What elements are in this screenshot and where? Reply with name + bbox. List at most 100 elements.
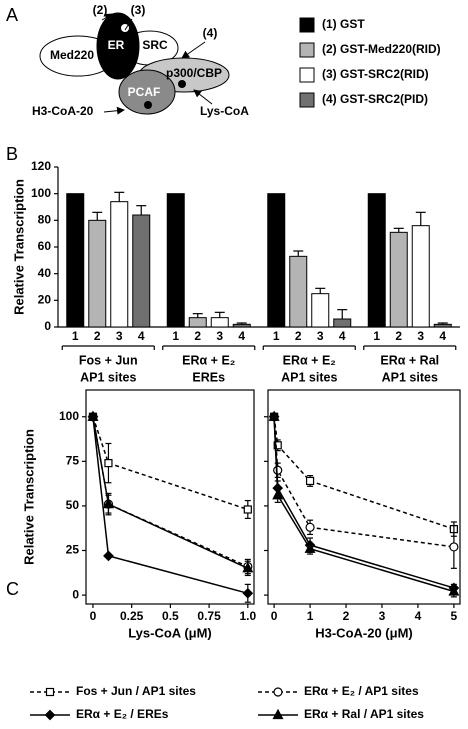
bar (166, 193, 185, 328)
bar (210, 317, 229, 328)
legend-label: (3) GST-SRC2(RID) (322, 67, 429, 81)
y-tick-label: 0 (72, 587, 79, 601)
node-label: ER (108, 38, 125, 52)
legend-marker (273, 687, 283, 697)
series-line (273, 416, 454, 548)
x-tick-label: 0.5 (162, 609, 179, 623)
legend-marker (44, 709, 56, 721)
series-line (92, 416, 249, 511)
bar (333, 318, 352, 328)
legend-swatch (299, 17, 315, 33)
bar (267, 193, 286, 328)
marker (304, 542, 316, 553)
y-tick-label: 100 (59, 409, 79, 423)
x-tick-label: 0 (271, 609, 278, 623)
y-axis-label: Relative Transcription (11, 179, 26, 315)
panel-label: B (6, 144, 18, 164)
bar-number: 1 (273, 329, 280, 343)
x-tick-label: 1.0 (239, 609, 256, 623)
bar (433, 323, 452, 328)
node-label: SRC (142, 38, 168, 52)
legend-swatch (299, 67, 315, 83)
bar (232, 323, 251, 328)
bar-number: 3 (116, 329, 123, 343)
arrow-label: Lys-CoA (200, 104, 249, 118)
bar-number: 4 (238, 329, 245, 343)
series-line (92, 416, 249, 595)
bar-number: 2 (94, 329, 101, 343)
y-tick-label: 60 (38, 239, 52, 253)
bar-number: 1 (72, 329, 79, 343)
series-line (273, 416, 455, 589)
bar-number: 1 (172, 329, 179, 343)
x-axis-label: Lys-CoA (μM) (128, 625, 212, 640)
group-label: AP1 sites (382, 370, 438, 384)
legend-label: ERα + Ral / AP1 sites (304, 707, 424, 721)
bar (110, 201, 129, 328)
group-label: ERα + Ral (380, 353, 439, 367)
marker (305, 522, 315, 532)
bar (188, 317, 207, 328)
y-tick-label: 0 (44, 319, 51, 333)
bar-number: 4 (138, 329, 145, 343)
arrow-label: H3-CoA-20 (32, 104, 94, 118)
site-dot (178, 80, 186, 88)
x-tick-label: 2 (343, 609, 350, 623)
marker (242, 587, 254, 599)
marker (104, 459, 113, 468)
bar-number: 4 (439, 329, 446, 343)
bar-number: 2 (295, 329, 302, 343)
y-tick-label: 75 (66, 454, 80, 468)
bar-number: 3 (417, 329, 424, 343)
series-line (92, 416, 249, 570)
bar-number: 4 (339, 329, 346, 343)
arrow (124, 18, 133, 31)
bar-number: 1 (373, 329, 380, 343)
marker (272, 488, 284, 500)
bar-number: 2 (395, 329, 402, 343)
site-dot (144, 101, 152, 109)
bar-number: 3 (216, 329, 223, 343)
marker (268, 410, 280, 421)
plot-frame (267, 389, 461, 605)
y-tick-label: 120 (31, 159, 51, 173)
bar (311, 293, 330, 328)
bar-number: 2 (194, 329, 201, 343)
x-tick-label: 4 (415, 609, 422, 623)
legend-swatch (299, 92, 315, 108)
y-axis-label: Relative Transcription (21, 429, 36, 565)
y-tick-label: 100 (31, 186, 51, 200)
group-label: ERα + E₂ (283, 353, 336, 367)
marker (102, 497, 114, 509)
group-label: AP1 sites (281, 370, 337, 384)
arrow (181, 41, 206, 59)
group-label: AP1 sites (80, 370, 136, 384)
bar (66, 193, 85, 328)
bar (88, 219, 107, 328)
y-tick-label: 80 (38, 213, 52, 227)
series-line (273, 416, 455, 593)
bar (389, 231, 408, 328)
arrow (101, 13, 113, 22)
panel-label: A (6, 5, 18, 25)
node-shape (118, 69, 176, 115)
group-label: Fos + Jun (79, 353, 138, 367)
x-axis-label: H3-CoA-20 (μM) (315, 625, 413, 640)
x-tick-label: 0.25 (120, 609, 144, 623)
x-tick-label: 0.75 (197, 609, 221, 623)
y-tick-label: 25 (66, 543, 80, 557)
node-label: p300/CBP (166, 66, 222, 80)
x-tick-label: 0 (90, 609, 97, 623)
callout: (4) (203, 26, 218, 40)
bar (367, 193, 386, 328)
marker (242, 562, 254, 573)
bar-number: 3 (317, 329, 324, 343)
bar (289, 255, 308, 328)
node-label: PCAF (128, 85, 161, 99)
marker (103, 550, 114, 562)
legend-label: ERα + E₂ / EREs (76, 707, 169, 721)
marker (243, 505, 252, 514)
series-line (273, 416, 455, 530)
group-label: ERα + E₂ (182, 353, 235, 367)
